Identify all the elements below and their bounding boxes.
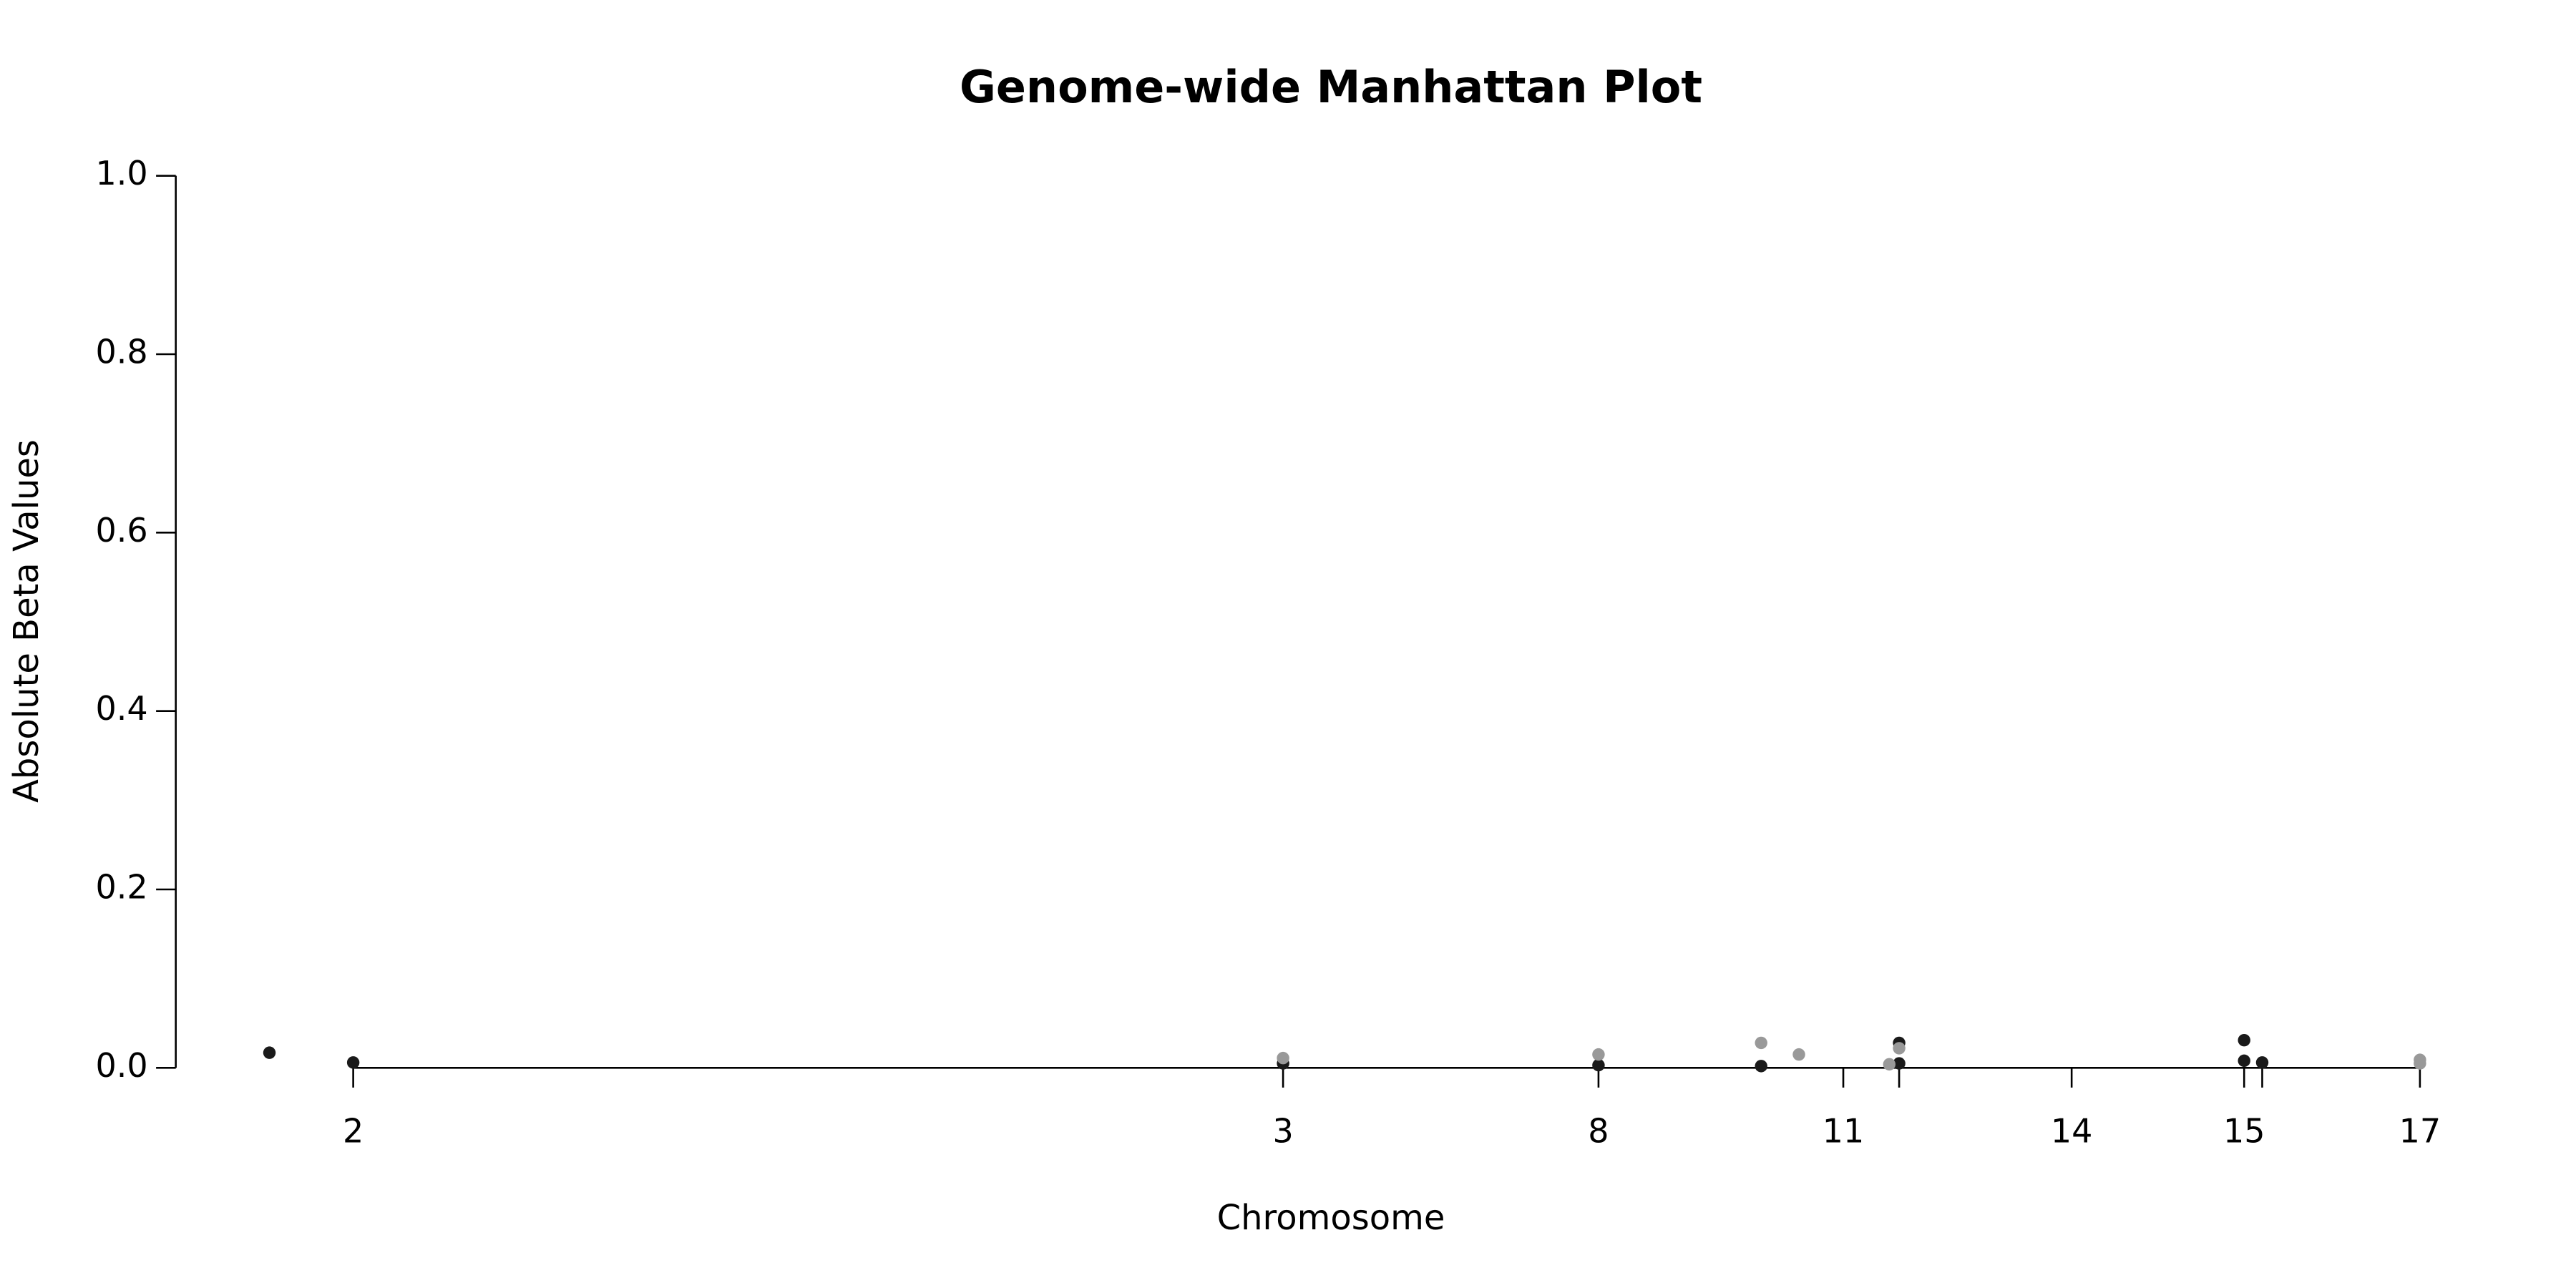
- y-tick-label: 1.0: [95, 154, 147, 192]
- y-tick-label: 0.6: [95, 511, 147, 550]
- y-axis-title: Absolute Beta Values: [6, 439, 47, 803]
- data-point: [1755, 1036, 1767, 1050]
- x-tick-label: 2: [343, 1112, 364, 1151]
- data-point: [346, 1056, 360, 1069]
- data-point: [1592, 1048, 1605, 1061]
- y-tick-label: 0.0: [95, 1046, 147, 1085]
- data-point: [1893, 1057, 1906, 1070]
- data-point: [2414, 1057, 2426, 1070]
- data-point: [1277, 1051, 1289, 1065]
- x-tick-label: 11: [1823, 1112, 1865, 1151]
- y-tick-label: 0.2: [95, 868, 147, 907]
- data-point: [1792, 1048, 1805, 1061]
- x-tick-label: 17: [2399, 1112, 2441, 1151]
- data-point: [1883, 1058, 1896, 1071]
- data-point: [1592, 1058, 1605, 1072]
- data-point: [263, 1046, 276, 1059]
- x-tick-label: 3: [1272, 1112, 1293, 1151]
- x-tick-label: 15: [2223, 1112, 2265, 1151]
- chart-title: Genome-wide Manhattan Plot: [960, 61, 1702, 113]
- y-tick-label: 0.8: [95, 333, 147, 371]
- x-axis-title: Chromosome: [1217, 1198, 1445, 1238]
- x-tick-label: 14: [2051, 1112, 2093, 1151]
- x-tick-label: 8: [1588, 1112, 1609, 1151]
- data-point: [2238, 1033, 2250, 1047]
- y-tick-label: 0.4: [95, 689, 147, 728]
- data-point: [2238, 1054, 2250, 1068]
- data-point: [2255, 1056, 2269, 1069]
- data-point: [1755, 1060, 1767, 1073]
- data-point: [1893, 1042, 1906, 1055]
